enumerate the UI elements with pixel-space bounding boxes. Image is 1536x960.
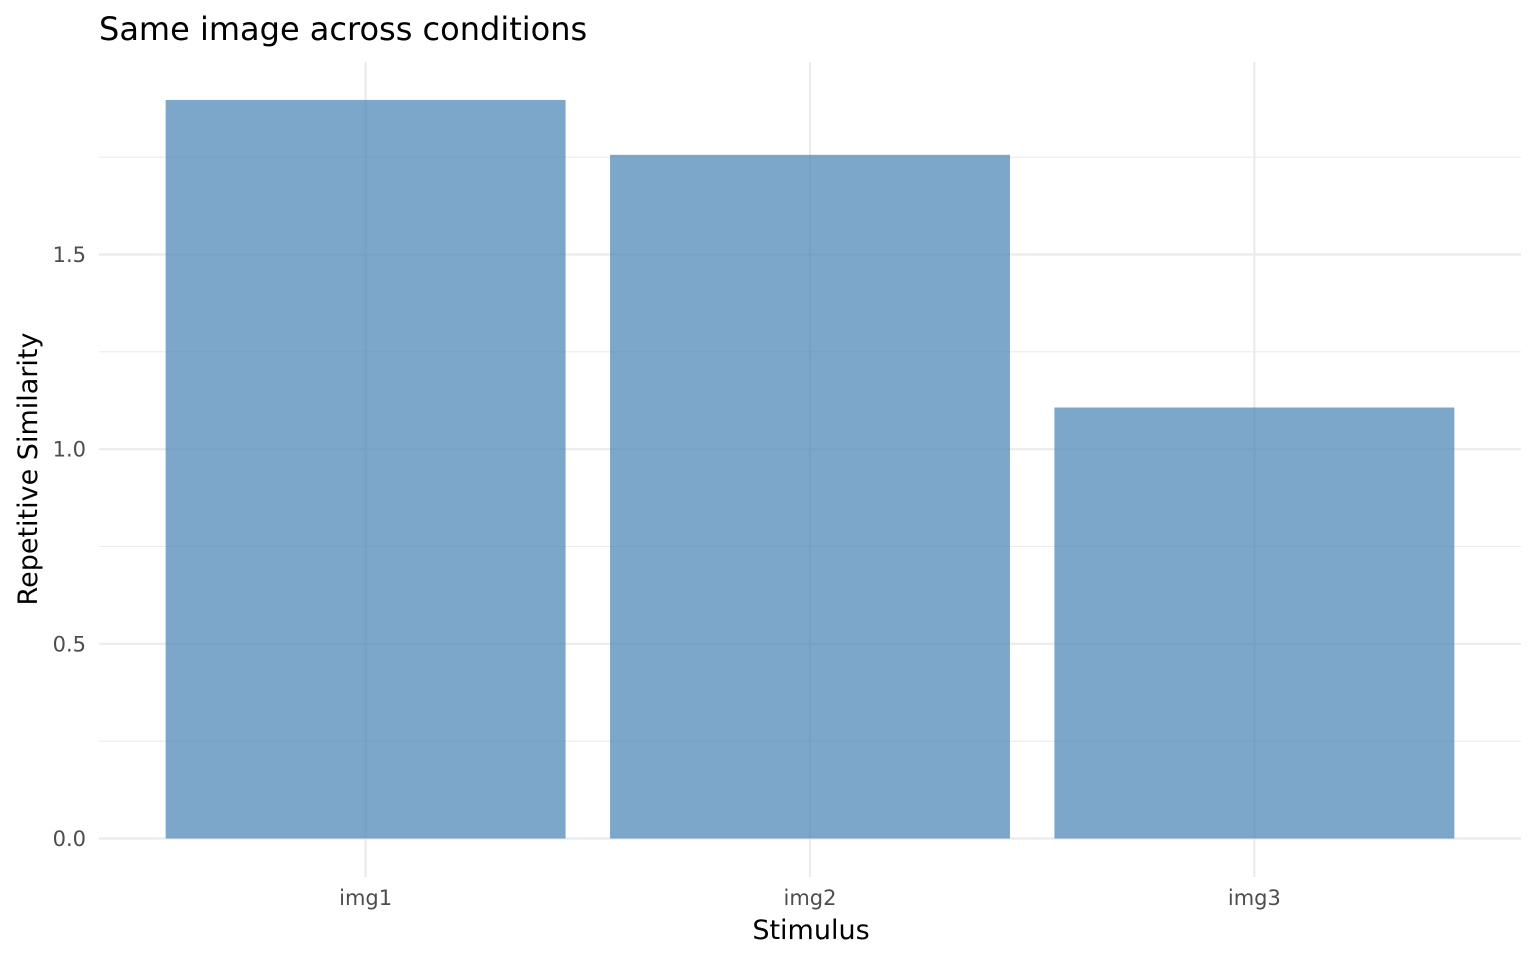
x-axis-ticks: img1 img2 img3: [339, 886, 1281, 910]
x-tick-label: img2: [784, 886, 837, 910]
y-tick-label: 0.0: [53, 827, 86, 851]
bar-img1: [165, 99, 566, 839]
y-tick-label: 0.5: [53, 632, 86, 656]
x-tick-label: img3: [1228, 886, 1281, 910]
x-axis-title: Stimulus: [752, 915, 869, 946]
chart-title: Same image across conditions: [99, 10, 587, 48]
y-tick-label: 1.0: [53, 438, 86, 462]
bars: [165, 99, 1455, 839]
bar-img2: [610, 154, 1010, 839]
y-tick-label: 1.5: [53, 243, 86, 267]
bar-img3: [1054, 407, 1455, 839]
y-axis-ticks: 0.0 0.5 1.0 1.5: [53, 243, 86, 851]
y-axis-title: Repetitive Similarity: [13, 333, 44, 606]
x-tick-label: img1: [339, 886, 392, 910]
